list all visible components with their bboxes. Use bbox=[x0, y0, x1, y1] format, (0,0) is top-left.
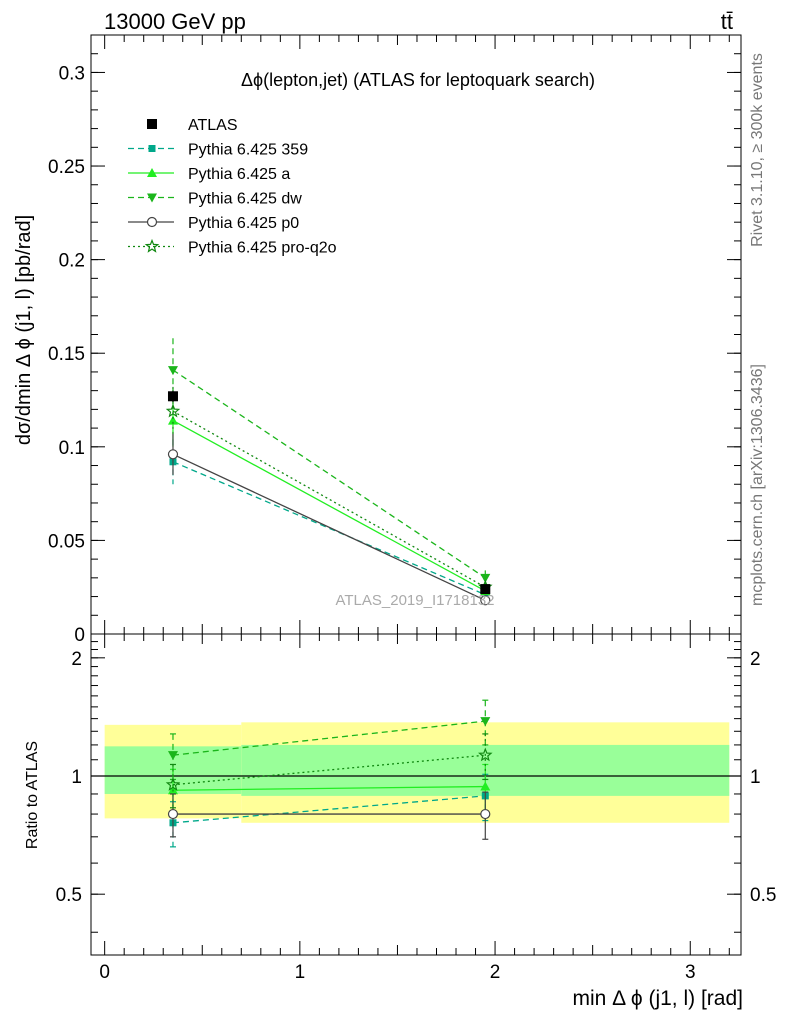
legend-label: ATLAS bbox=[188, 117, 238, 134]
x-tick-label: 3 bbox=[685, 962, 696, 983]
data-point bbox=[480, 573, 491, 583]
ratio-series-pythia-6-425-p0 bbox=[167, 791, 491, 840]
main-y-axis-label-text: dσ/dmin Δ ϕ (j1, l) [pb/rad] bbox=[13, 215, 35, 445]
ratio-series-pythia-6-425-dw bbox=[167, 699, 491, 781]
ratio-y-tick-label-left: 2 bbox=[71, 649, 82, 670]
ratio-y-axis-label: Ratio to ATLAS bbox=[24, 741, 41, 849]
ratio-line bbox=[172, 785, 486, 791]
series-line bbox=[172, 453, 486, 601]
legend-entry: Pythia 6.425 359 bbox=[128, 142, 308, 159]
main-series-pythia-6-425-p0 bbox=[167, 433, 491, 606]
legend-entry: Pythia 6.425 p0 bbox=[128, 215, 299, 232]
analysis-id-label: ATLAS_2019_I1718132 bbox=[335, 592, 494, 609]
legend-label: Pythia 6.425 p0 bbox=[188, 215, 299, 232]
main-y-tick-label: 0.25 bbox=[48, 157, 85, 178]
series-line bbox=[172, 461, 486, 596]
main-y-tick-label: 0.05 bbox=[48, 531, 85, 552]
ratio-point bbox=[480, 717, 491, 727]
data-point bbox=[167, 449, 179, 460]
ratio-panel: 0.5 0.5 1 1 2 2 Ratio to ATLAS 0 1 2 3 min Δ ϕ (… bbox=[24, 633, 776, 1010]
ratio-series-pythia-6-425-pro-q2o bbox=[165, 733, 493, 809]
energy-label: 13000 GeV pp bbox=[104, 9, 246, 34]
main-title: Δϕ(lepton,jet) (ATLAS for leptoquark sea… bbox=[241, 70, 595, 90]
main-series-pythia-6-425-a bbox=[167, 394, 491, 597]
legend-label: Pythia 6.425 359 bbox=[188, 142, 308, 159]
ratio-y-tick-label-left: 1 bbox=[71, 767, 82, 788]
ratio-point bbox=[478, 747, 493, 762]
ratio-point bbox=[167, 808, 179, 820]
series-line bbox=[172, 369, 486, 579]
ratio-y-tick-label-left: 0.5 bbox=[56, 885, 82, 906]
ratio-line bbox=[172, 754, 486, 786]
ratio-line bbox=[172, 795, 486, 824]
legend-entry: ATLAS bbox=[147, 117, 238, 134]
main-y-tick-label: 0 bbox=[74, 625, 85, 646]
legend-label: Pythia 6.425 pro-q2o bbox=[188, 240, 337, 257]
data-point bbox=[167, 391, 178, 402]
legend-entry: Pythia 6.425 a bbox=[128, 166, 290, 183]
data-point bbox=[167, 366, 178, 376]
ratio-point bbox=[480, 808, 491, 820]
ratio-frame bbox=[90, 633, 742, 956]
ratio-point bbox=[480, 781, 491, 791]
data-point bbox=[165, 403, 181, 418]
x-axis-label: min Δ ϕ (j1, l) [rad] bbox=[573, 987, 744, 1010]
data-point bbox=[480, 584, 491, 595]
legend-marker bbox=[147, 168, 157, 177]
data-point bbox=[167, 415, 178, 425]
data-point bbox=[480, 595, 491, 606]
x-tick-label: 0 bbox=[99, 962, 110, 983]
legend-marker bbox=[144, 238, 160, 253]
legend-label: Pythia 6.425 a bbox=[188, 166, 290, 183]
main-series-pythia-6-425-pro-q2o bbox=[165, 386, 493, 594]
x-tick-label: 2 bbox=[490, 962, 501, 983]
x-tick-label: 1 bbox=[295, 962, 306, 983]
rivet-label: Rivet 3.1.10, ≥ 300k events bbox=[749, 53, 766, 247]
main-panel: 0 0.05 0.1 0.15 0.2 0.25 0.3 Δϕ(lepton,jet) (A… bbox=[13, 34, 742, 646]
legend-marker bbox=[148, 145, 156, 152]
main-y-tick-label: 0.3 bbox=[59, 63, 85, 84]
main-y-tick-label: 0.1 bbox=[59, 438, 85, 459]
series-line bbox=[172, 410, 486, 588]
main-series-atlas bbox=[167, 390, 491, 595]
main-y-tick-label: 0.2 bbox=[59, 251, 85, 272]
legend-label: Pythia 6.425 dw bbox=[188, 191, 302, 208]
legend: ATLAS Pythia 6.425 359 Pythia 6.425 a Pythi… bbox=[128, 117, 337, 257]
ratio-point bbox=[165, 777, 181, 791]
legend-entry: Pythia 6.425 dw bbox=[128, 191, 302, 208]
legend-marker bbox=[146, 216, 158, 228]
mcplots-label: mcplots.cern.ch [arXiv:1306.3436] bbox=[749, 364, 766, 606]
legend-marker bbox=[147, 193, 157, 203]
ratio-y-tick-label-right: 1 bbox=[750, 767, 761, 788]
ratio-y-tick-label-right: 2 bbox=[750, 649, 761, 670]
main-y-axis-label: dσ/dmin Δ ϕ (j1, l) [pb/rad] bbox=[13, 215, 35, 445]
legend-marker bbox=[147, 119, 157, 129]
main-series-pythia-6-425-359 bbox=[169, 439, 489, 601]
ratio-y-tick-label-right: 0.5 bbox=[750, 885, 776, 906]
series-line bbox=[172, 420, 486, 592]
process-label: tt̄ bbox=[721, 9, 733, 34]
main-y-tick-label: 0.15 bbox=[48, 344, 85, 365]
main-series-pythia-6-425-dw bbox=[167, 338, 491, 586]
legend-entry: Pythia 6.425 pro-q2o bbox=[128, 238, 337, 257]
ratio-point bbox=[167, 751, 178, 761]
ratio-line bbox=[172, 720, 486, 756]
